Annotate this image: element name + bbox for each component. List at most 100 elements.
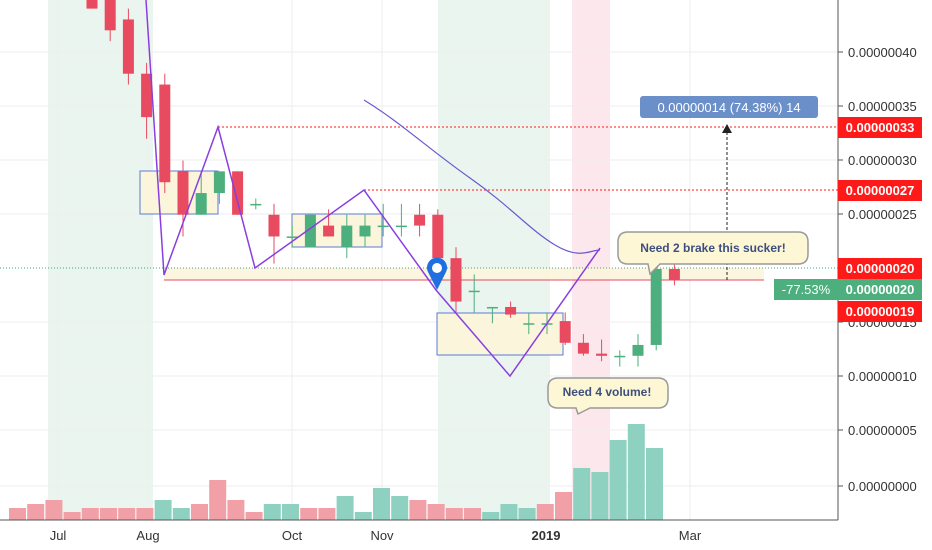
- candle: [341, 214, 353, 259]
- candle: [468, 274, 480, 313]
- volume-bar: [300, 508, 318, 520]
- x-tick-label: Jul: [50, 528, 67, 543]
- svg-text:0.00000020: 0.00000020: [846, 282, 915, 297]
- volume-bar: [627, 424, 645, 520]
- candle: [250, 198, 262, 210]
- candle-body: [341, 225, 353, 248]
- candle: [359, 214, 371, 248]
- volume-bar: [63, 512, 81, 520]
- volume-bar: [391, 496, 409, 520]
- volume-bar: [191, 504, 208, 520]
- volume-bar: [100, 508, 117, 520]
- candle-body: [614, 355, 626, 358]
- candle-body: [86, 0, 98, 9]
- volume-bar: [172, 508, 190, 520]
- candle: [414, 203, 426, 237]
- candle: [122, 8, 134, 85]
- candle-body: [304, 214, 316, 248]
- volume-bar: [209, 480, 227, 520]
- candle: [232, 171, 244, 215]
- price-tag-33: 0.00000033: [838, 117, 922, 138]
- x-tick-label: 2019: [532, 528, 561, 543]
- note-text-2: Need 4 volume!: [563, 385, 652, 399]
- price-tag-19: 0.00000019: [838, 301, 922, 322]
- volume-bar: [318, 508, 336, 520]
- x-axis: Jul Aug Oct Nov 2019 Mar: [50, 528, 702, 543]
- y-tick-label: 0.00000010: [848, 369, 917, 384]
- svg-text:0.00000019: 0.00000019: [846, 304, 915, 319]
- candle-body: [122, 19, 134, 74]
- candle-body: [505, 306, 517, 315]
- candle-body: [395, 225, 407, 228]
- candle-body: [668, 269, 680, 280]
- horizontal-levels: [0, 126, 838, 281]
- x-tick-label: Aug: [136, 528, 159, 543]
- candle-body: [177, 171, 189, 215]
- volume-bar: [555, 492, 572, 520]
- candle-body: [468, 290, 480, 293]
- x-tick-label: Oct: [282, 528, 303, 543]
- candle-body: [268, 214, 280, 237]
- candle: [213, 171, 225, 204]
- volume-bar: [464, 508, 481, 520]
- note-callout-1[interactable]: Need 2 brake this sucker!: [617, 231, 809, 276]
- candle-body: [577, 342, 589, 354]
- note-text-1: Need 2 brake this sucker!: [640, 241, 785, 255]
- candle-body: [377, 225, 389, 228]
- moving-average-line: [363, 99, 601, 254]
- candle-body: [195, 193, 207, 215]
- candle-body: [432, 214, 444, 259]
- candle-body: [232, 171, 244, 215]
- svg-text:0.00000033: 0.00000033: [846, 120, 915, 135]
- candle: [450, 247, 462, 313]
- location-pin-icon[interactable]: [427, 257, 447, 290]
- candle: [195, 171, 207, 215]
- candle-body: [450, 258, 462, 302]
- y-tick-label: 0.00000035: [848, 99, 917, 114]
- volume-bar: [500, 504, 518, 520]
- candle-body: [213, 171, 225, 194]
- candle-body: [159, 84, 171, 183]
- box-nov-wide: [164, 268, 764, 280]
- candle: [323, 209, 335, 237]
- volume-bar: [445, 508, 463, 520]
- y-tick-label: 0.00000000: [848, 479, 917, 494]
- candle-body: [632, 344, 644, 356]
- volume-bar: [245, 512, 263, 520]
- range-label: 0.00000014 (74.38%) 14: [657, 100, 800, 115]
- candle: [596, 339, 608, 362]
- volume-bar: [646, 448, 663, 520]
- candle: [304, 214, 316, 248]
- candlesticks: [86, 0, 680, 367]
- y-tick-label: 0.00000005: [848, 423, 917, 438]
- volume-bar: [45, 500, 63, 520]
- candle: [505, 301, 517, 318]
- candle: [141, 62, 153, 139]
- candle-body: [414, 214, 426, 226]
- price-tag-27: 0.00000027: [838, 180, 922, 201]
- candle-body: [141, 73, 153, 118]
- volume-bar: [227, 500, 245, 520]
- note-callout-2[interactable]: Need 4 volume!: [547, 377, 669, 416]
- volume-bar: [27, 504, 45, 520]
- x-tick-label: Mar: [679, 528, 702, 543]
- volume-bar: [409, 500, 427, 520]
- volume-bar: [573, 468, 591, 520]
- svg-text:-77.53%: -77.53%: [782, 282, 831, 297]
- candle-body: [559, 321, 571, 343]
- y-axis: 0.00000040 0.00000035 0.00000030 0.00000…: [838, 45, 917, 494]
- volume-bar: [482, 512, 500, 520]
- volume-bar: [591, 472, 609, 520]
- candle: [377, 203, 389, 237]
- candle: [614, 350, 626, 367]
- volume-bar: [354, 512, 372, 520]
- percent-tag: -77.53%: [774, 279, 838, 300]
- candle-body: [650, 269, 662, 345]
- volume-bar: [536, 504, 554, 520]
- volume-bar: [609, 440, 627, 520]
- candle: [523, 312, 535, 335]
- volume-bar: [263, 504, 281, 520]
- candle: [395, 203, 407, 237]
